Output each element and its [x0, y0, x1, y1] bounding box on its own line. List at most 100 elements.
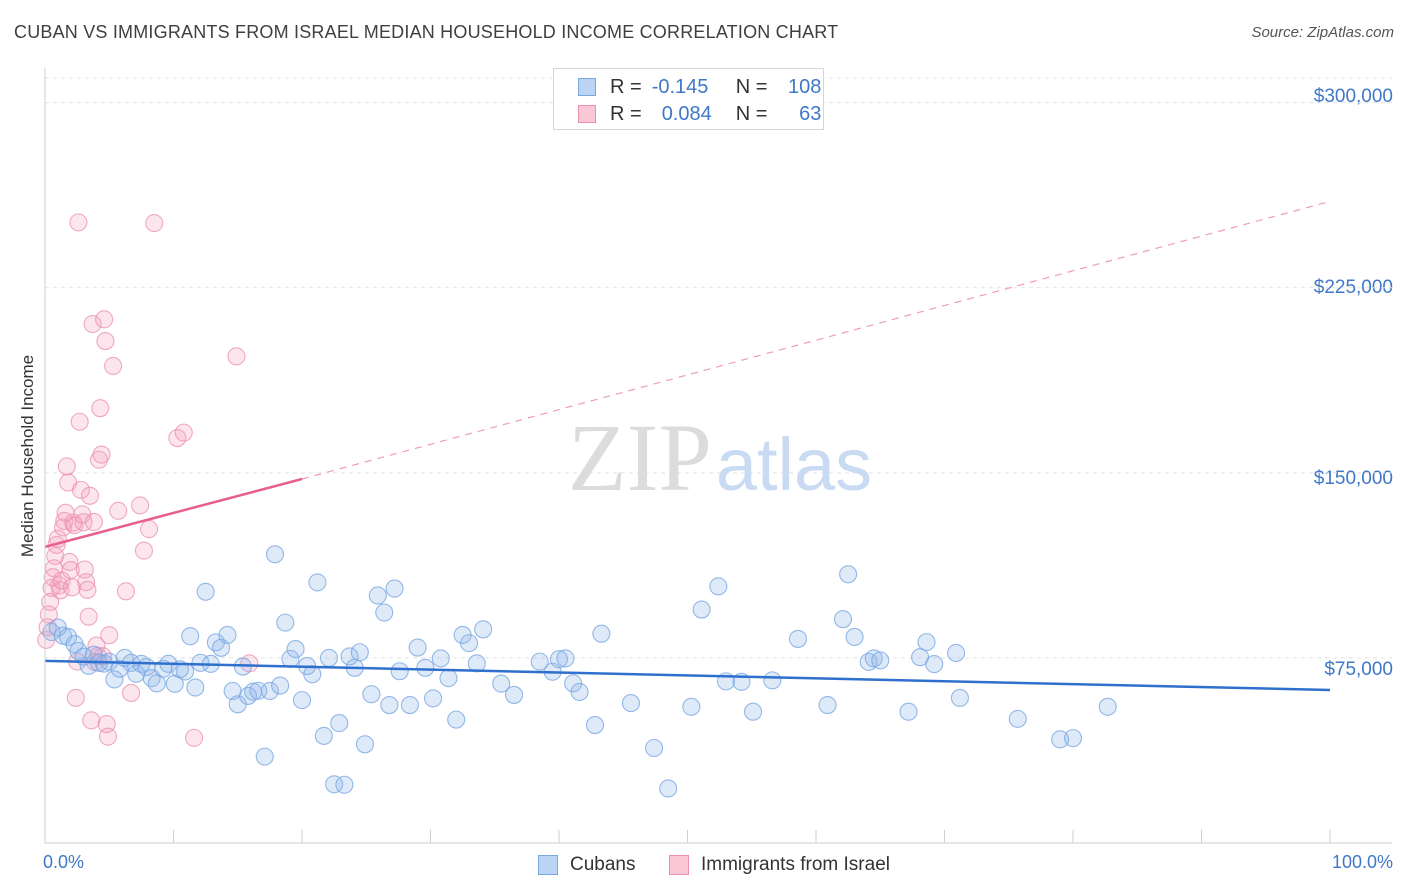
cubans-point: [424, 689, 443, 708]
cubans-point: [196, 582, 215, 601]
stats-legend-box: R = -0.145 N = 108 R = 0.084 N = 63: [553, 68, 824, 130]
r-value-cubans: -0.145: [651, 75, 709, 98]
israel-point: [145, 214, 164, 233]
cubans-point: [181, 627, 200, 646]
cubans-point: [917, 633, 936, 652]
cubans-point: [709, 577, 728, 596]
legend-cubans-label: Cubans: [570, 854, 636, 875]
israel-point: [51, 581, 70, 600]
cubans-point: [899, 702, 918, 721]
legend-item-cubans: Cubans: [538, 853, 636, 877]
cubans-point: [380, 696, 399, 715]
israel-swatch: [578, 105, 596, 123]
israel-trend-line: [44, 477, 303, 549]
israel-point: [52, 571, 71, 590]
cubans-point: [314, 726, 333, 745]
cubans-point: [947, 643, 966, 663]
israel-trend-extension: [301, 200, 1331, 480]
israel-point: [74, 513, 93, 532]
israel-point: [98, 727, 118, 746]
cubans-point: [864, 649, 883, 668]
cubans-point: [692, 600, 711, 619]
israel-point: [134, 541, 153, 560]
cubans-point: [621, 694, 641, 713]
israel-point: [92, 445, 111, 464]
cubans-point: [585, 715, 605, 735]
israel-point: [83, 314, 102, 334]
cubans-point: [645, 738, 664, 758]
x-tick-label-max: 100.0%: [1331, 852, 1393, 872]
stats-row-israel: R = 0.084 N = 63: [578, 102, 821, 126]
israel-point: [185, 728, 204, 747]
cubans-point: [570, 682, 589, 702]
cubans-point: [1098, 697, 1117, 716]
y-tick-label-300000: $300,000: [1313, 86, 1393, 107]
cubans-point: [265, 545, 285, 564]
cubans-point: [871, 651, 890, 670]
legend-israel-label: Immigrants from Israel: [701, 854, 890, 875]
israel-points: [37, 213, 259, 747]
cubans-point: [788, 629, 808, 648]
israel-point: [53, 518, 73, 537]
cubans-point: [1063, 729, 1083, 748]
cubans-point: [408, 638, 427, 657]
israel-point: [84, 512, 103, 531]
axes: [44, 68, 1392, 844]
n-label: N =: [735, 102, 768, 125]
cubans-point: [260, 681, 279, 701]
cubans-point: [549, 650, 569, 669]
cubans-point: [925, 655, 944, 674]
watermark-zip: ZIP: [568, 404, 712, 511]
cubans-point: [255, 747, 274, 766]
cubans-point: [743, 702, 763, 721]
israel-point: [57, 457, 76, 476]
cubans-point: [763, 671, 782, 690]
israel-point: [116, 582, 136, 601]
cubans-point: [350, 643, 369, 662]
cubans-point: [110, 659, 129, 678]
cubans-point: [176, 662, 195, 681]
israel-point: [96, 332, 115, 351]
cubans-point: [375, 603, 394, 622]
cubans-point: [340, 647, 359, 666]
cubans-point: [950, 688, 969, 707]
israel-point: [66, 688, 85, 707]
cubans-point: [368, 586, 387, 605]
stats-row-cubans: R = -0.145 N = 108: [578, 75, 821, 99]
cubans-point: [105, 670, 124, 689]
legend-item-israel: Immigrants from Israel: [669, 853, 890, 877]
cubans-point: [276, 613, 295, 632]
cubans-point: [833, 610, 853, 629]
israel-point: [100, 626, 119, 645]
r-label: R =: [610, 102, 642, 125]
cubans-point: [400, 696, 419, 715]
cubans-point: [818, 696, 837, 715]
israel-point: [109, 501, 128, 520]
israel-point: [79, 607, 98, 626]
r-value-israel: 0.084: [661, 102, 712, 125]
israel-point: [174, 423, 193, 442]
cubans-points: [42, 545, 1117, 798]
cubans-point: [1008, 709, 1027, 728]
israel-point: [80, 486, 100, 505]
y-tick-label-75000: $75,000: [1324, 659, 1393, 680]
cubans-point: [308, 573, 327, 592]
chart-source: Source: ZipAtlas.com: [1251, 24, 1394, 41]
cubans-point: [530, 652, 549, 671]
cubans-trend-line: [44, 659, 1331, 692]
cubans-point: [165, 674, 184, 693]
cubans-point: [859, 652, 878, 671]
israel-point: [131, 496, 150, 515]
n-value-israel: 63: [799, 102, 822, 125]
cubans-point: [319, 648, 339, 667]
israel-point: [71, 480, 91, 499]
cubans-point: [492, 674, 511, 693]
israel-point: [91, 399, 110, 418]
israel-point: [77, 573, 96, 592]
n-value-cubans: 108: [788, 75, 822, 98]
israel-point: [104, 356, 123, 376]
cubans-point: [362, 685, 381, 704]
cubans-point: [504, 685, 524, 704]
cubans-point: [447, 710, 466, 729]
